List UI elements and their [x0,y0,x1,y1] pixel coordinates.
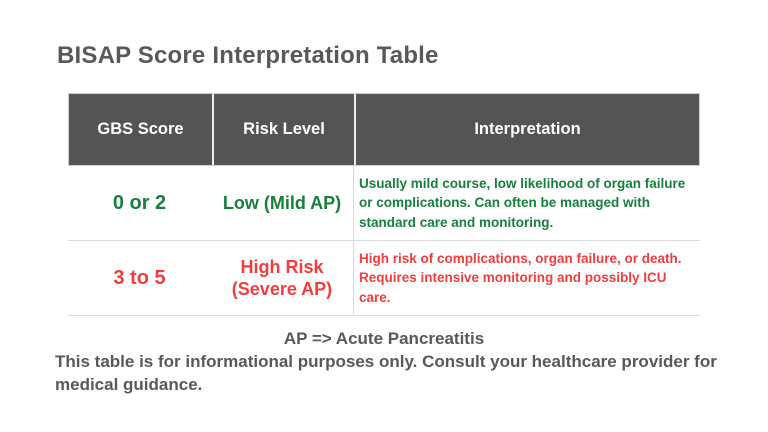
risk-level-cell: High Risk (Severe AP) [231,256,333,300]
table-row-low-risk: 0 or 2 Low (Mild AP) Usually mild course… [68,166,700,241]
score-cell: 3 to 5 [113,266,166,289]
interpretation-table: GBS Score Risk Level Interpretation 0 or… [68,93,700,316]
page-title: BISAP Score Interpretation Table [57,42,439,69]
interpretation-cell: Usually mild course, low likelihood of o… [353,166,700,240]
risk-level-cell: Low (Mild AP) [222,192,342,213]
disclaimer-text: This table is for informational purposes… [55,352,717,394]
column-header-risk-level: Risk Level [212,94,354,165]
abbreviation-footnote: AP => Acute Pancreatitis [283,329,485,348]
column-header-gbs-score: GBS Score [97,120,184,138]
interpretation-cell: High risk of complications, organ failur… [353,241,700,315]
table-row-high-risk: 3 to 5 High Risk (Severe AP) High risk o… [68,241,700,316]
column-header-interpretation: Interpretation [354,94,699,165]
score-cell: 0 or 2 [112,191,167,214]
table-header-row: GBS Score Risk Level Interpretation [68,93,700,166]
